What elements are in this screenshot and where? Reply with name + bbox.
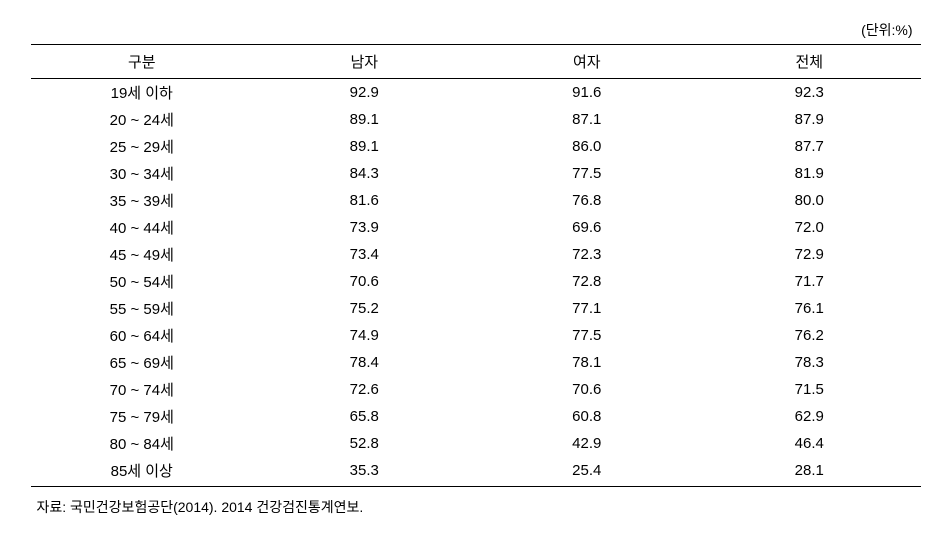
cell-value: 78.4 — [253, 349, 476, 376]
table-row: 45 ~ 49세73.472.372.9 — [31, 241, 921, 268]
col-header: 전체 — [698, 45, 921, 79]
table-row: 65 ~ 69세78.478.178.3 — [31, 349, 921, 376]
cell-value: 92.9 — [253, 79, 476, 107]
cell-value: 89.1 — [253, 106, 476, 133]
unit-label: (단위:%) — [31, 20, 921, 44]
cell-value: 72.0 — [698, 214, 921, 241]
row-label: 55 ~ 59세 — [31, 295, 254, 322]
cell-value: 72.6 — [253, 376, 476, 403]
cell-value: 92.3 — [698, 79, 921, 107]
table-row: 30 ~ 34세84.377.581.9 — [31, 160, 921, 187]
cell-value: 69.6 — [476, 214, 699, 241]
cell-value: 74.9 — [253, 322, 476, 349]
cell-value: 81.6 — [253, 187, 476, 214]
row-label: 45 ~ 49세 — [31, 241, 254, 268]
cell-value: 72.3 — [476, 241, 699, 268]
cell-value: 86.0 — [476, 133, 699, 160]
row-label: 30 ~ 34세 — [31, 160, 254, 187]
cell-value: 71.7 — [698, 268, 921, 295]
cell-value: 80.0 — [698, 187, 921, 214]
cell-value: 78.3 — [698, 349, 921, 376]
row-label: 20 ~ 24세 — [31, 106, 254, 133]
cell-value: 77.5 — [476, 160, 699, 187]
row-label: 70 ~ 74세 — [31, 376, 254, 403]
row-label: 19세 이하 — [31, 79, 254, 107]
table-container: (단위:%) 구분 남자 여자 전체 19세 이하92.991.692.320 … — [31, 20, 921, 517]
cell-value: 77.1 — [476, 295, 699, 322]
table-row: 70 ~ 74세72.670.671.5 — [31, 376, 921, 403]
table-row: 50 ~ 54세70.672.871.7 — [31, 268, 921, 295]
cell-value: 81.9 — [698, 160, 921, 187]
cell-value: 87.9 — [698, 106, 921, 133]
cell-value: 72.8 — [476, 268, 699, 295]
cell-value: 77.5 — [476, 322, 699, 349]
cell-value: 28.1 — [698, 457, 921, 487]
table-row: 40 ~ 44세73.969.672.0 — [31, 214, 921, 241]
cell-value: 46.4 — [698, 430, 921, 457]
col-header: 여자 — [476, 45, 699, 79]
table-row: 19세 이하92.991.692.3 — [31, 79, 921, 107]
cell-value: 75.2 — [253, 295, 476, 322]
table-row: 55 ~ 59세75.277.176.1 — [31, 295, 921, 322]
cell-value: 84.3 — [253, 160, 476, 187]
row-label: 35 ~ 39세 — [31, 187, 254, 214]
table-row: 20 ~ 24세89.187.187.9 — [31, 106, 921, 133]
cell-value: 87.1 — [476, 106, 699, 133]
cell-value: 25.4 — [476, 457, 699, 487]
data-table: 구분 남자 여자 전체 19세 이하92.991.692.320 ~ 24세89… — [31, 44, 921, 487]
row-label: 65 ~ 69세 — [31, 349, 254, 376]
cell-value: 76.1 — [698, 295, 921, 322]
cell-value: 70.6 — [476, 376, 699, 403]
cell-value: 91.6 — [476, 79, 699, 107]
row-label: 85세 이상 — [31, 457, 254, 487]
table-row: 35 ~ 39세81.676.880.0 — [31, 187, 921, 214]
table-row: 60 ~ 64세74.977.576.2 — [31, 322, 921, 349]
col-header: 남자 — [253, 45, 476, 79]
table-row: 75 ~ 79세65.860.862.9 — [31, 403, 921, 430]
row-label: 50 ~ 54세 — [31, 268, 254, 295]
cell-value: 76.2 — [698, 322, 921, 349]
cell-value: 78.1 — [476, 349, 699, 376]
row-label: 75 ~ 79세 — [31, 403, 254, 430]
cell-value: 72.9 — [698, 241, 921, 268]
cell-value: 71.5 — [698, 376, 921, 403]
table-body: 19세 이하92.991.692.320 ~ 24세89.187.187.925… — [31, 79, 921, 487]
cell-value: 52.8 — [253, 430, 476, 457]
cell-value: 73.9 — [253, 214, 476, 241]
table-row: 25 ~ 29세89.186.087.7 — [31, 133, 921, 160]
table-header-row: 구분 남자 여자 전체 — [31, 45, 921, 79]
row-label: 60 ~ 64세 — [31, 322, 254, 349]
cell-value: 35.3 — [253, 457, 476, 487]
cell-value: 87.7 — [698, 133, 921, 160]
cell-value: 42.9 — [476, 430, 699, 457]
cell-value: 73.4 — [253, 241, 476, 268]
row-label: 25 ~ 29세 — [31, 133, 254, 160]
cell-value: 76.8 — [476, 187, 699, 214]
table-row: 80 ~ 84세52.842.946.4 — [31, 430, 921, 457]
cell-value: 65.8 — [253, 403, 476, 430]
source-label: 자료: 국민건강보험공단(2014). 2014 건강검진통계연보. — [31, 487, 921, 517]
col-header: 구분 — [31, 45, 254, 79]
table-row: 85세 이상35.325.428.1 — [31, 457, 921, 487]
cell-value: 70.6 — [253, 268, 476, 295]
cell-value: 89.1 — [253, 133, 476, 160]
cell-value: 60.8 — [476, 403, 699, 430]
row-label: 80 ~ 84세 — [31, 430, 254, 457]
cell-value: 62.9 — [698, 403, 921, 430]
row-label: 40 ~ 44세 — [31, 214, 254, 241]
